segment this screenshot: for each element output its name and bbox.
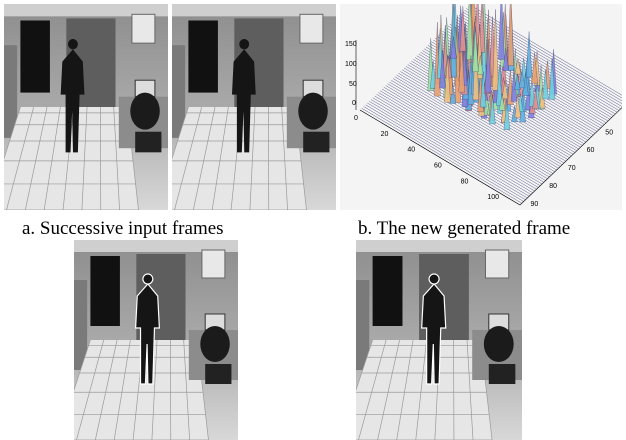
- z-tick-label: 150: [345, 41, 357, 48]
- photo: [58, 240, 238, 440]
- surface-plot: 150100500020406080100120908070605040: [340, 0, 626, 217]
- z-tick-label: 50: [349, 81, 357, 88]
- x-tick-label: 80: [461, 178, 469, 185]
- chair: [303, 132, 329, 153]
- seated-person: [200, 326, 230, 362]
- y-tick-label: 60: [587, 147, 595, 154]
- photo: [339, 240, 522, 440]
- x-tick-label: 20: [381, 131, 389, 138]
- chair: [489, 364, 516, 384]
- z-tick-label: 0: [352, 100, 356, 107]
- x-tick-label: 120: [514, 210, 526, 217]
- poster: [485, 250, 508, 278]
- y-tick-label: 90: [531, 201, 539, 208]
- scene: [156, 4, 336, 210]
- scene: [58, 240, 238, 440]
- y-tick-label: 70: [568, 165, 576, 172]
- photo: [156, 4, 336, 210]
- dark-door: [90, 256, 120, 326]
- x-tick-label: 0: [354, 115, 358, 122]
- scene: [0, 4, 168, 210]
- dark-door: [20, 20, 50, 92]
- poster: [132, 14, 155, 43]
- caption: b. The new generated frame: [358, 218, 570, 239]
- dark-door: [373, 256, 403, 326]
- figure: 150100500020406080100120908070605040 a. …: [0, 0, 626, 440]
- photo: [0, 4, 168, 210]
- chair: [205, 364, 231, 384]
- scene: [339, 240, 522, 440]
- y-tick-label: 50: [605, 129, 613, 136]
- x-tick-label: 40: [407, 147, 415, 154]
- seated-person: [298, 93, 328, 130]
- dark-door: [188, 20, 218, 92]
- poster: [202, 250, 225, 278]
- poster: [300, 14, 323, 43]
- x-tick-label: 60: [434, 163, 442, 170]
- chair: [135, 132, 161, 153]
- caption: a. Successive input frames: [22, 218, 224, 239]
- page: {"figure": { "captions": ["a. Successive…: [0, 0, 626, 440]
- z-tick-label: 100: [345, 61, 357, 68]
- seated-person: [130, 93, 160, 130]
- seated-person: [484, 326, 514, 362]
- x-tick-label: 100: [487, 194, 499, 201]
- y-tick-label: 80: [549, 183, 557, 190]
